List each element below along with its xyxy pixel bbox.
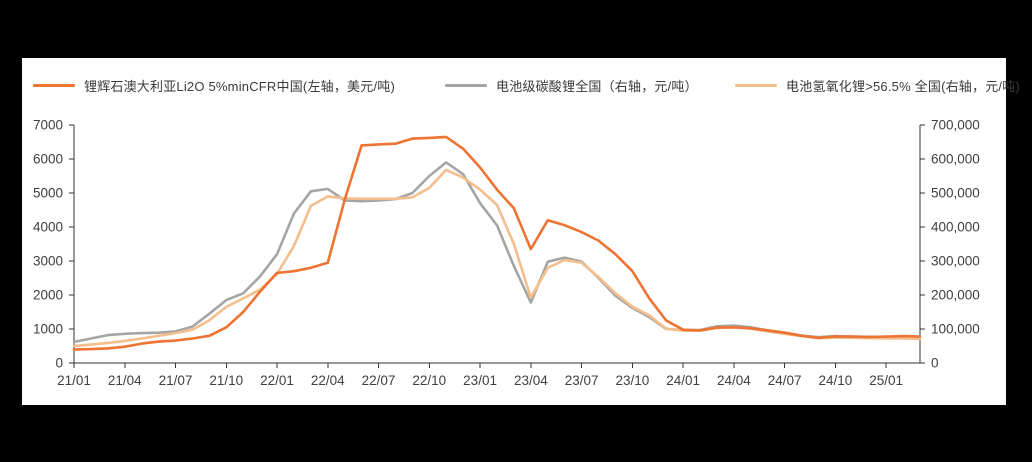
chart-panel: 锂辉石澳大利亚Li2O 5%minCFR中国(左轴，美元/吨) 电池级碳酸锂全国… — [22, 58, 1020, 405]
legend-label-spodumene: 锂辉石澳大利亚Li2O 5%minCFR中国(左轴，美元/吨) — [84, 78, 395, 94]
left-axis-tick-label: 5000 — [33, 186, 63, 201]
x-axis-tick-label: 21/07 — [159, 373, 193, 388]
x-axis-tick-label: 23/04 — [514, 373, 548, 388]
right-axis-tick-label: 700,000 — [931, 118, 980, 133]
left-axis-tick-label: 4000 — [33, 220, 63, 235]
x-axis-tick-label: 21/04 — [108, 373, 142, 388]
right-axis-tick-label: 600,000 — [931, 152, 980, 167]
x-axis-tick-label: 22/01 — [260, 373, 294, 388]
x-axis-tick-label: 24/04 — [717, 373, 751, 388]
x-axis-tick-label: 23/10 — [615, 373, 649, 388]
x-axis-tick-label: 24/07 — [768, 373, 802, 388]
x-axis-tick-label: 22/04 — [311, 373, 345, 388]
x-axis-tick-label: 21/10 — [209, 373, 243, 388]
legend-label-hydroxide: 电池氢氧化锂>56.5% 全国(右轴，元/吨) — [786, 78, 1020, 94]
x-axis-tick-label: 21/01 — [57, 373, 91, 388]
right-axis-tick-label: 200,000 — [931, 288, 980, 303]
x-axis-tick-label: 22/07 — [362, 373, 396, 388]
spodumene-line-swatch — [33, 83, 75, 87]
right-axis-tick-label: 500,000 — [931, 186, 980, 201]
legend-label-carbonate: 电池级碳酸锂全国（右轴，元/吨） — [496, 78, 698, 94]
x-axis-tick-label: 23/01 — [463, 373, 497, 388]
legend-item-carbonate: 电池级碳酸锂全国（右轴，元/吨） — [445, 74, 698, 96]
x-axis-tick-label: 24/01 — [666, 373, 700, 388]
price-chart: 0 1000 2000 3000 4000 5000 6000 7000 0 100,000 200… — [33, 118, 980, 389]
series-line-0 — [72, 135, 922, 351]
left-axis-tick-label: 0 — [55, 356, 63, 371]
x-axis-tick-label: 25/01 — [869, 373, 903, 388]
left-axis-tick-label: 6000 — [33, 152, 63, 167]
x-axis-tick-label: 22/10 — [412, 373, 446, 388]
legend-item-spodumene: 锂辉石澳大利亚Li2O 5%minCFR中国(左轴，美元/吨) — [33, 74, 395, 96]
left-axis-tick-label: 7000 — [33, 118, 63, 133]
left-axis-tick-label: 1000 — [33, 322, 63, 337]
right-axis-tick-label: 400,000 — [931, 220, 980, 235]
right-axis-tick-label: 0 — [931, 356, 939, 371]
carbonate-line-swatch — [445, 83, 487, 87]
x-axis-tick-label: 24/10 — [819, 373, 853, 388]
right-axis-tick-label: 300,000 — [931, 254, 980, 269]
right-axis-tick-label: 100,000 — [931, 322, 980, 337]
hydroxide-line-swatch — [735, 83, 777, 87]
legend-item-hydroxide: 电池氢氧化锂>56.5% 全国(右轴，元/吨) — [735, 74, 1020, 96]
x-axis-tick-label: 23/07 — [565, 373, 599, 388]
left-axis-tick-label: 2000 — [33, 288, 63, 303]
left-axis-tick-label: 3000 — [33, 254, 63, 269]
